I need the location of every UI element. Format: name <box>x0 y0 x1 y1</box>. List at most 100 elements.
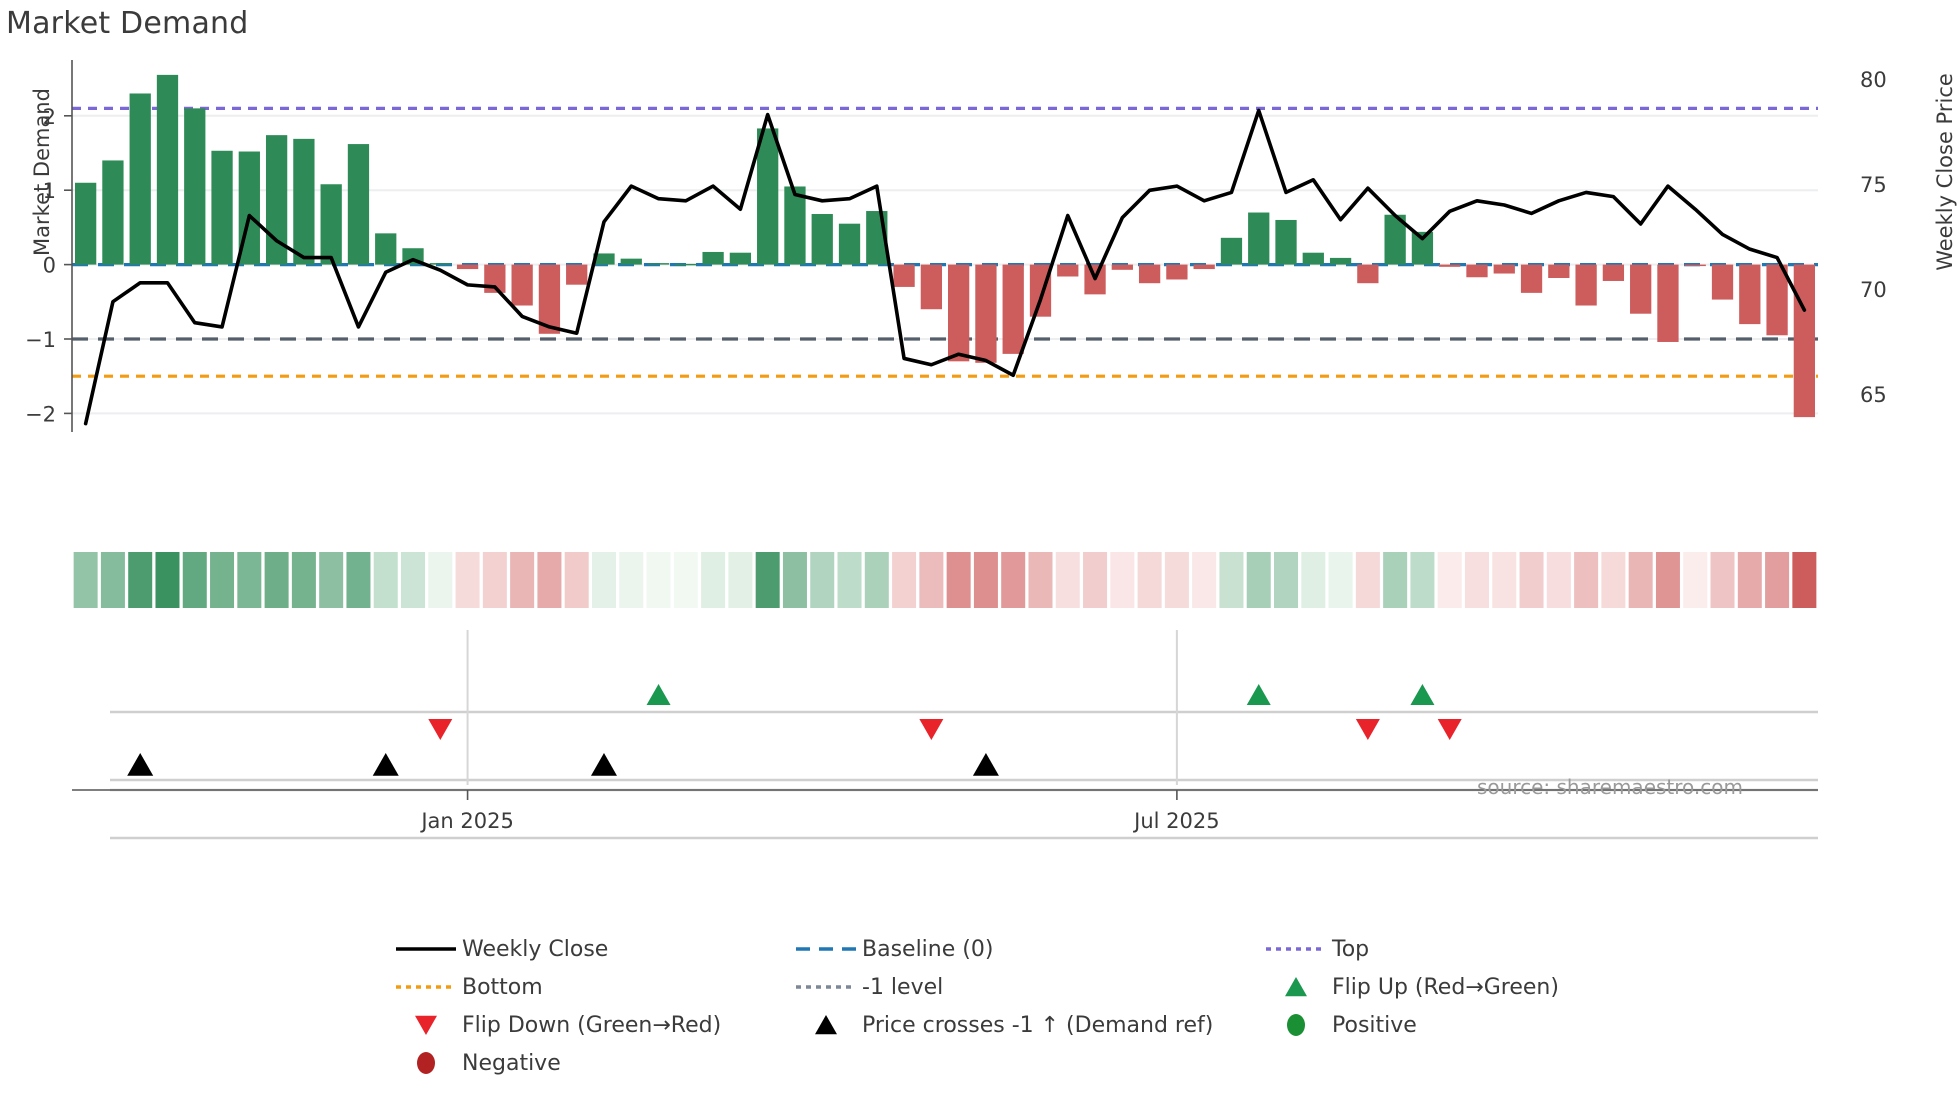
demand-bar <box>1548 264 1570 278</box>
heatmap-cell <box>1028 552 1053 608</box>
legend-item[interactable]: -1 level <box>790 968 1260 1006</box>
legend-label: -1 level <box>862 974 944 1000</box>
triangle-up-green-icon <box>1285 977 1307 997</box>
demand-bar <box>1220 237 1243 265</box>
source-attribution: source: sharemaestro.com <box>1477 775 1743 799</box>
demand-bar <box>1766 264 1788 336</box>
demand-bar <box>811 214 833 265</box>
legend-item[interactable]: Positive <box>1260 1006 1690 1044</box>
heatmap-cell <box>182 552 207 608</box>
demand-bar <box>456 264 479 270</box>
demand-bar <box>1520 264 1543 293</box>
y-tick-label-right-3: 65 <box>1860 383 1887 407</box>
legend-key <box>790 968 862 1006</box>
legend-key <box>790 930 862 968</box>
legend-label: Baseline (0) <box>862 936 994 962</box>
legend-item[interactable]: Price crosses -1 ↑ (Demand ref) <box>790 1006 1260 1044</box>
heatmap-cell <box>1710 552 1735 608</box>
heatmap-cell <box>1274 552 1299 608</box>
heatmap-cell <box>291 552 316 608</box>
demand-bar <box>75 182 97 265</box>
heatmap-cell <box>919 552 944 608</box>
heatmap-cell <box>1601 552 1626 608</box>
demand-bar <box>1684 264 1706 267</box>
price-cross-up-marker <box>590 753 617 776</box>
heatmap-cell <box>428 552 453 608</box>
legend-item[interactable]: Negative <box>390 1044 790 1082</box>
demand-bar <box>511 264 533 306</box>
legend-item[interactable]: Top <box>1260 930 1690 968</box>
heatmap-cell <box>346 552 371 608</box>
legend-label: Flip Down (Green→Red) <box>462 1012 722 1038</box>
demand-bar <box>838 223 861 265</box>
demand-bar <box>1057 264 1079 277</box>
demand-bar <box>975 264 997 363</box>
heatmap-cell <box>237 552 262 608</box>
price-cross-up-marker <box>972 753 999 776</box>
demand-bar <box>566 264 588 285</box>
heatmap-cell <box>319 552 344 608</box>
line-dashed-blue-icon <box>796 947 856 951</box>
line-dotted-purple-icon <box>1266 947 1326 951</box>
legend-key <box>390 1044 462 1082</box>
heatmap-cell <box>100 552 125 608</box>
heatmap-cell <box>864 552 889 608</box>
legend-label: Weekly Close <box>462 936 609 962</box>
demand-bar <box>1329 257 1352 265</box>
demand-bar <box>893 264 915 287</box>
flip-up-marker <box>1410 684 1435 705</box>
heatmap-cell <box>1083 552 1108 608</box>
demand-bar <box>1711 264 1734 300</box>
legend-label: Top <box>1332 936 1370 962</box>
chart-title: Market Demand <box>6 6 249 41</box>
heatmap-cell <box>1765 552 1790 608</box>
heatmap-cell <box>810 552 835 608</box>
demand-bar <box>675 263 697 266</box>
legend-item[interactable]: Flip Down (Green→Red) <box>390 1006 790 1044</box>
heatmap-cell <box>1464 552 1489 608</box>
heatmap-cell <box>373 552 398 608</box>
legend-item[interactable]: Baseline (0) <box>790 930 1260 968</box>
circle-green-icon <box>1287 1014 1305 1036</box>
heatmap-cell <box>1737 552 1762 608</box>
heatmap-cell <box>1628 552 1653 608</box>
heatmap-cell <box>701 552 726 608</box>
demand-bar <box>1602 264 1625 281</box>
demand-bar <box>1357 264 1379 284</box>
circle-green <box>1287 1014 1305 1036</box>
heatmap-cell <box>264 552 289 608</box>
heatmap-cell <box>1546 552 1571 608</box>
heatmap-cell <box>1655 552 1680 608</box>
heatmap-cell <box>401 552 426 608</box>
y-tick-label-right-0: 80 <box>1860 68 1887 92</box>
legend-item[interactable]: Bottom <box>390 968 790 1006</box>
flip-down-marker <box>428 719 453 740</box>
x-tick-label-0: Jan 2025 <box>419 809 514 833</box>
legend-item[interactable]: Flip Up (Red→Green) <box>1260 968 1690 1006</box>
price-cross-up-marker <box>127 753 154 776</box>
demand-bar <box>538 264 561 334</box>
demand-bar <box>729 252 752 265</box>
demand-bar <box>948 264 970 362</box>
flip-up-marker <box>1246 684 1271 705</box>
legend-key <box>390 968 462 1006</box>
line-dotted-orange-icon <box>396 985 456 989</box>
heatmap-cell <box>728 552 753 608</box>
heatmap-cell <box>1574 552 1599 608</box>
demand-bar <box>1493 264 1515 274</box>
demand-bar <box>1657 264 1679 342</box>
demand-bar <box>1739 264 1761 325</box>
heatmap-cell <box>1192 552 1217 608</box>
demand-bar <box>1275 219 1297 265</box>
price-cross-up-marker <box>372 753 399 776</box>
legend-item[interactable]: Weekly Close <box>390 930 790 968</box>
demand-bar <box>702 251 724 265</box>
demand-bar <box>1166 264 1188 280</box>
demand-bar <box>647 263 670 265</box>
legend-key <box>1260 968 1332 1006</box>
heatmap-cell <box>1383 552 1408 608</box>
legend-row: Flip Down (Green→Red) Price crosses -1 ↑ … <box>390 1006 1790 1044</box>
y-tick-label-left-2: 0 <box>43 254 56 278</box>
circle-darkred-icon <box>417 1052 435 1074</box>
